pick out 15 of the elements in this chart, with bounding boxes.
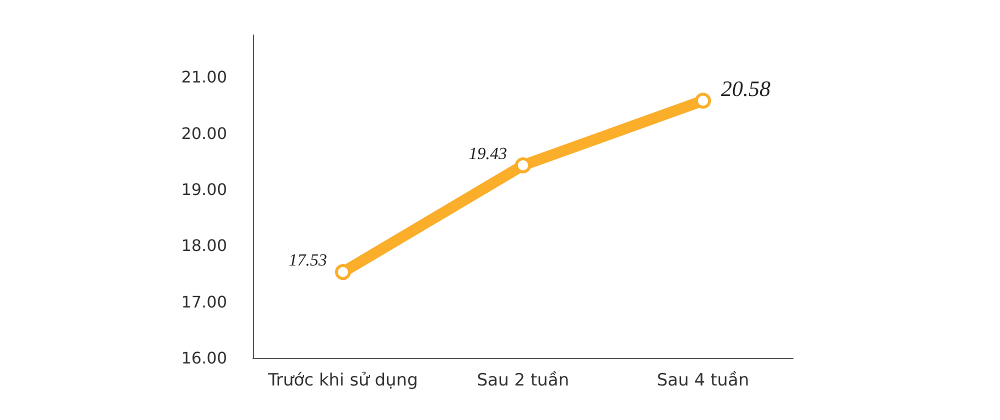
y-tick-label: 20.00 [181, 124, 227, 143]
point [515, 157, 531, 174]
text: 20.58 [721, 76, 770, 102]
y-tick-label: 19.00 [181, 180, 227, 199]
y-tick-label: 21.00 [181, 68, 227, 87]
text: 19.43 [468, 144, 507, 163]
text: 17.53 [288, 250, 327, 270]
x-tick-label: Trước khi sử dụng [267, 370, 418, 390]
y-tick-label: 17.00 [181, 292, 227, 312]
point [695, 92, 711, 109]
y-tick-label: 18.00 [181, 236, 227, 256]
y-tick-label: 16.00 [181, 348, 227, 368]
x-tick-label: Sau 2 tuần [476, 370, 570, 390]
point [335, 264, 351, 280]
x-tick-label: Sau 4 tuần [656, 370, 750, 390]
